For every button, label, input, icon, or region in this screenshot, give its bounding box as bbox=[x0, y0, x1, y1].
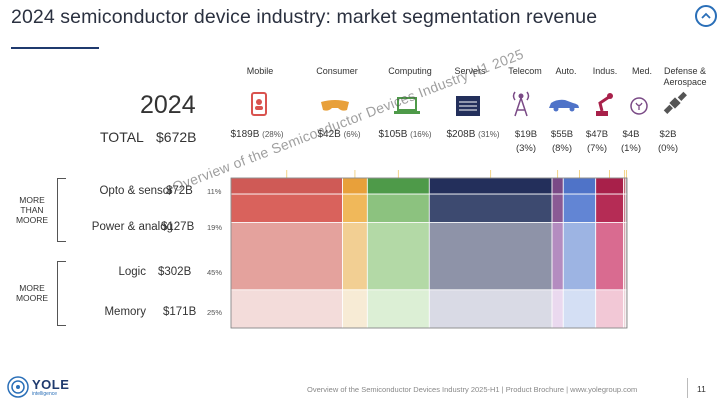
chevron-up-icon bbox=[701, 12, 711, 19]
total-label: TOTAL bbox=[100, 129, 144, 145]
row-value-memory: $171B bbox=[163, 306, 197, 318]
segment-value-servers: $208B (31%) bbox=[446, 129, 500, 140]
mosaic-cell-mobile-0 bbox=[230, 177, 343, 195]
page-title: 2024 semiconductor device industry: mark… bbox=[11, 6, 598, 28]
segment-value-med: $4B (1%) bbox=[620, 129, 642, 154]
mosaic-cell-computing-0 bbox=[366, 177, 430, 195]
row-pct-power: 19% bbox=[207, 223, 223, 232]
segment-name-servers: Servers bbox=[454, 66, 486, 76]
logo-sub: intelligence bbox=[32, 391, 58, 397]
mosaic-cell-auto--1 bbox=[562, 193, 597, 223]
mosaic-cell-servers-3 bbox=[428, 289, 553, 329]
mosaic-cell-telecom-2 bbox=[551, 222, 564, 291]
mosaic-cell-mobile-1 bbox=[230, 193, 343, 223]
mosaic-cell-telecom-3 bbox=[551, 289, 564, 329]
segment-value-telecom: $19B (3%) bbox=[514, 129, 538, 154]
segment-value-auto: $55B (8%) bbox=[550, 129, 574, 154]
row-label-logic: Logic bbox=[118, 266, 147, 278]
group-label-more-than-moore: MORE THAN MOORE bbox=[15, 195, 49, 225]
group-bracket-more-than-moore bbox=[57, 178, 66, 242]
row-value-opto: $72B bbox=[166, 185, 193, 197]
car-icon bbox=[549, 99, 579, 112]
vr-headset-icon bbox=[321, 100, 349, 111]
mosaic-cell-computing-2 bbox=[366, 222, 430, 291]
antenna-tower-icon bbox=[512, 91, 530, 117]
segment-name-indus: Indus. bbox=[592, 66, 618, 76]
row-label-opto: Opto & sensor bbox=[99, 185, 173, 197]
robot-arm-icon bbox=[596, 93, 613, 116]
mosaic-cell-auto--3 bbox=[562, 289, 597, 329]
title-underline bbox=[11, 47, 99, 49]
chart-year: 2024 bbox=[140, 91, 196, 119]
segment-name-consumer: Consumer bbox=[316, 66, 358, 76]
segment-name-computing: Computing bbox=[388, 66, 432, 76]
mosaic-cell-mobile-3 bbox=[230, 289, 343, 329]
yole-logo bbox=[6, 375, 30, 404]
segment-name-mobile: Mobile bbox=[246, 66, 274, 76]
page-number: 11 bbox=[697, 384, 706, 394]
mosaic-cell-indus--1 bbox=[595, 193, 624, 223]
mosaic-cell-computing-3 bbox=[366, 289, 430, 329]
mosaic-cell-indus--0 bbox=[595, 177, 624, 195]
mosaic-cell-computing-1 bbox=[366, 193, 430, 223]
segment-value-defense: $2B (0%) bbox=[657, 129, 679, 154]
segment-value-consumer: $42B (6%) bbox=[317, 129, 361, 140]
collapse-button[interactable] bbox=[695, 5, 717, 27]
footer-divider bbox=[687, 378, 688, 398]
mosaic-cell-auto--0 bbox=[562, 177, 597, 195]
mosaic-cell-telecom-0 bbox=[551, 177, 564, 195]
row-label-memory: Memory bbox=[104, 306, 146, 318]
row-pct-logic: 45% bbox=[207, 268, 223, 277]
server-rack-icon bbox=[456, 96, 480, 116]
footer-text: Overview of the Semiconductor Devices In… bbox=[307, 385, 638, 394]
segment-name-auto: Auto. bbox=[555, 66, 577, 76]
segment-value-computing: $105B (16%) bbox=[378, 129, 432, 140]
yole-logo-icon bbox=[7, 376, 29, 398]
row-pct-memory: 25% bbox=[207, 308, 223, 317]
segment-name-telecom: Telecom bbox=[508, 66, 542, 76]
segment-value-mobile: $189B (28%) bbox=[230, 129, 284, 140]
medical-icon bbox=[630, 97, 648, 115]
mosaic-border bbox=[230, 177, 628, 329]
row-value-logic: $302B bbox=[158, 266, 192, 278]
mosaic-cell-mobile-2 bbox=[230, 222, 343, 291]
mosaic-cell-consumer-3 bbox=[342, 289, 368, 329]
laptop-icon bbox=[394, 97, 420, 114]
mosaic-cell-indus--3 bbox=[595, 289, 624, 329]
mosaic-cell-consumer-2 bbox=[342, 222, 368, 291]
group-label-more-moore: MORE MOORE bbox=[15, 283, 49, 303]
segment-value-indus: $47B (7%) bbox=[585, 129, 609, 154]
satellite-icon bbox=[663, 91, 687, 114]
mosaic-cell-indus--2 bbox=[595, 222, 624, 291]
logo-name: YOLE bbox=[32, 377, 70, 392]
row-label-power: Power & analog bbox=[91, 221, 173, 233]
row-pct-opto: 11% bbox=[207, 187, 222, 196]
smartphone-icon bbox=[251, 92, 267, 116]
segment-name-med: Med. bbox=[631, 66, 652, 76]
mosaic-cell-consumer-0 bbox=[342, 177, 368, 195]
mosaic-cell-consumer-1 bbox=[342, 193, 368, 223]
group-bracket-more-moore bbox=[57, 261, 66, 326]
row-value-power: $127B bbox=[161, 221, 195, 233]
mosaic-cell-servers-0 bbox=[428, 177, 553, 195]
mosaic-cell-telecom-1 bbox=[551, 193, 564, 223]
segment-name-defense: Defense & Aerospace bbox=[663, 66, 707, 87]
total-value: $672B bbox=[156, 129, 197, 145]
mosaic-cell-servers-1 bbox=[428, 193, 553, 223]
mosaic-cell-auto--2 bbox=[562, 222, 597, 291]
mosaic-cell-servers-2 bbox=[428, 222, 553, 291]
